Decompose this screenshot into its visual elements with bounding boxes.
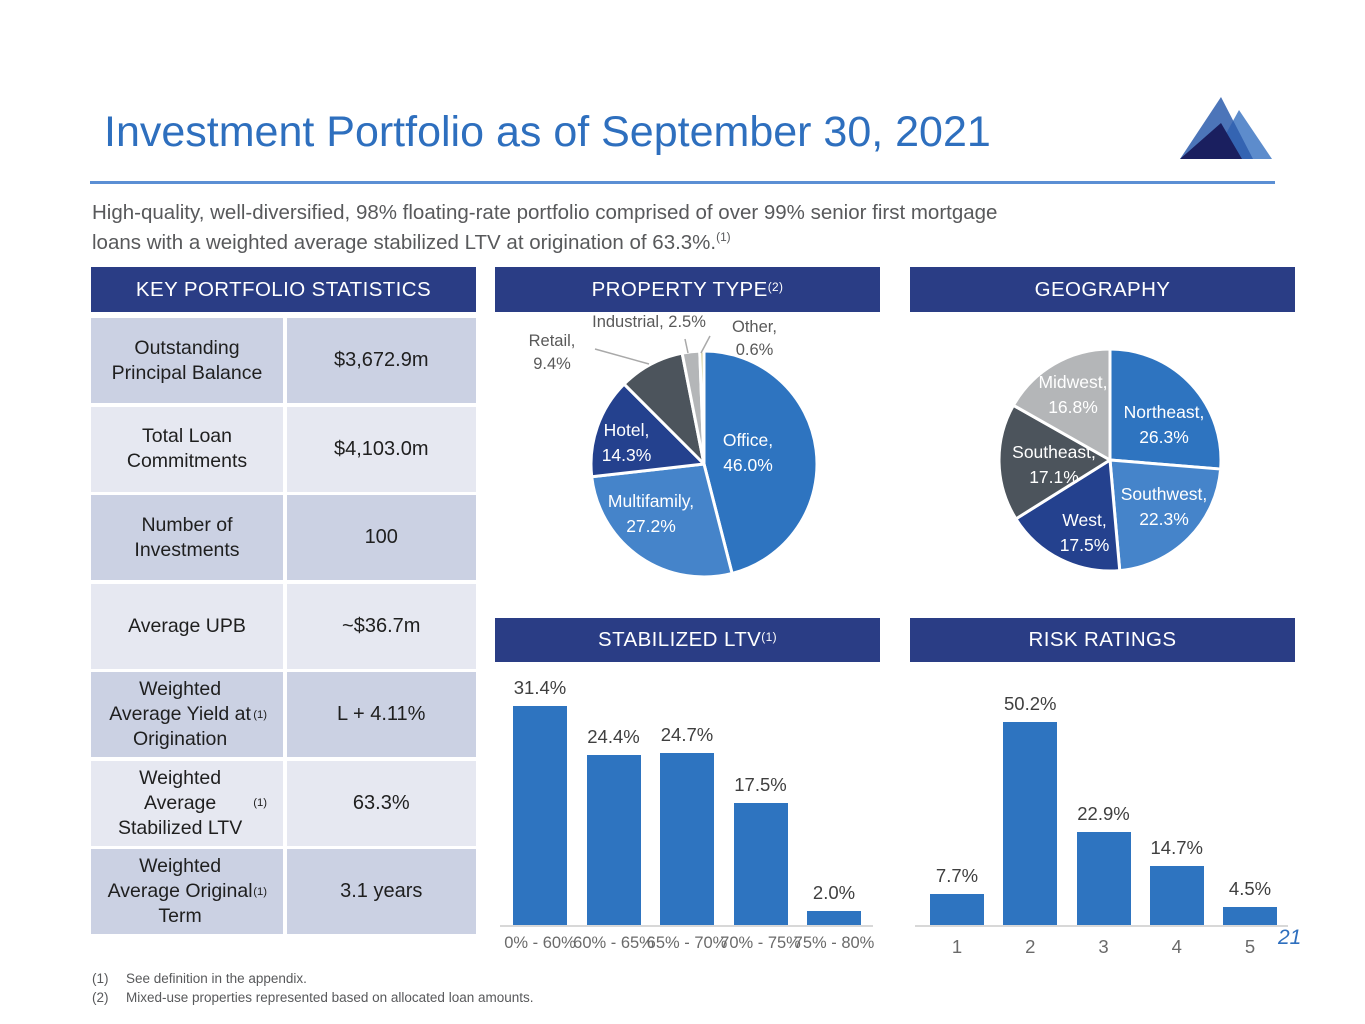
property-type-header: PROPERTY TYPE (2) (495, 267, 880, 312)
subtitle-line1: High-quality, well-diversified, 98% floa… (92, 201, 998, 224)
subtitle: High-quality, well-diversified, 98% floa… (92, 198, 1252, 258)
pie-label-other: Other, 0.6% (732, 318, 777, 359)
stat-value: ~$36.7m (286, 583, 476, 669)
stat-label: Average UPB (91, 583, 283, 669)
title-divider (90, 181, 1275, 184)
bar-category-label: 1 (951, 936, 963, 957)
risk-ratings-chart: 7.7% 1 50.2% 2 22.9% 3 14.7% 4 4.5% 5 (910, 662, 1295, 960)
bar-value-label: 17.5% (734, 774, 787, 795)
page-title: Investment Portfolio as of September 30,… (104, 108, 991, 156)
pie-slice-southwest (1108, 458, 1223, 573)
stat-value: $4,103.0m (286, 406, 476, 492)
footnote-ref: (1) (716, 230, 731, 245)
pie-label-southeast: Southeast, 17.1% (1012, 442, 1096, 487)
stat-label: Weighted Average Stabilized LTV (1) (91, 760, 283, 846)
stats-table: Outstanding Principal Balance $3,672.9m To… (91, 318, 476, 938)
bar (1149, 866, 1204, 925)
stat-label: Number of Investments (91, 495, 283, 580)
bar (586, 755, 641, 925)
page-number: 21 (1278, 926, 1302, 949)
bar (733, 803, 788, 925)
pie-label-southwest: Southwest, 22.3% (1120, 484, 1208, 529)
bar-category-label: 70% - 75% (720, 934, 801, 952)
stat-label: Weighted Average Yield at Origination (1) (91, 672, 283, 757)
stat-row: Average UPB ~$36.7m (91, 583, 476, 669)
bar (1076, 832, 1131, 925)
bar-value-label: 22.9% (1077, 803, 1130, 824)
stat-value: 3.1 years (286, 849, 476, 934)
bar-category-label: 65% - 70% (646, 934, 728, 952)
stats-table-header: KEY PORTFOLIO STATISTICS (91, 267, 476, 312)
bar-value-label: 14.7% (1150, 837, 1203, 858)
pie-label-office: Office, 46.0% (722, 430, 774, 475)
subtitle-line2: loans with a weighted average stabilized… (92, 230, 731, 254)
bar-value-label: 24.7% (660, 724, 714, 745)
bar-value-label: 4.5% (1228, 878, 1272, 899)
geography-pie (997, 347, 1223, 573)
bar-value-label: 50.2% (1004, 693, 1057, 714)
x-axis (915, 925, 1288, 927)
stat-value: 100 (286, 495, 476, 580)
bar-category-label: 2 (1025, 936, 1036, 957)
bar (807, 911, 861, 925)
stat-row: Total Loan Commitments $4,103.0m (91, 406, 476, 492)
pie-slice-southeast (997, 403, 1112, 521)
stat-row: Number of Investments 100 (91, 495, 476, 580)
pie-label-northeast: Northeast, 26.3% (1123, 402, 1205, 447)
bar-category-label: 60% - 65% (573, 934, 654, 952)
pie-slice-west (1014, 458, 1122, 573)
bar (1003, 722, 1058, 925)
pie-label-multifamily: Multifamily, 27.2% (607, 491, 695, 536)
pie-slice-hotel (589, 382, 706, 479)
pie-slice-multifamily (590, 462, 734, 579)
bar (660, 753, 714, 925)
property-type-pie (589, 335, 819, 579)
bar-value-label: 31.4% (513, 677, 567, 698)
bar-category-label: 0% - 60% (504, 934, 576, 952)
stat-label: Weighted Average Original Term (1) (91, 849, 283, 934)
pie-slice-northeast (1108, 347, 1223, 471)
bar-category-label: 5 (1244, 936, 1256, 957)
bar-value-label: 7.7% (935, 865, 979, 886)
footnotes: (1) See definition in the appendix. (2) … (92, 970, 534, 1007)
stat-row: Weighted Average Yield at Origination (1)… (91, 672, 476, 757)
bar-category-label: 4 (1171, 936, 1182, 957)
mountain-logo-icon (1180, 97, 1272, 159)
bar (930, 894, 984, 925)
stat-value: 63.3% (286, 760, 476, 846)
stat-row: Weighted Average Stabilized LTV (1) 63.3% (91, 760, 476, 846)
label-leader-line (594, 348, 650, 365)
pie-label-midwest: Midwest, 16.8% (1038, 372, 1108, 417)
stabilized-ltv-chart: 31.4% 0% - 60% 24.4% 60% - 65% 24.7% 65% - 70… (495, 662, 880, 960)
bar-value-label: 2.0% (812, 882, 856, 903)
pie-label-hotel: Hotel, 14.3% (601, 420, 652, 465)
stat-label: Total Loan Commitments (91, 406, 283, 492)
footnote-1: (1) See definition in the appendix. (92, 971, 307, 986)
stat-value: $3,672.9m (286, 318, 476, 403)
bar (1223, 907, 1277, 925)
pie-slice-office (702, 349, 819, 575)
risk-ratings-header: RISK RATINGS (910, 618, 1295, 662)
bar-value-label: 24.4% (587, 726, 640, 747)
pie-label-industrial: Industrial, 2.5% (592, 313, 706, 331)
footnote-2: (2) Mixed-use properties represented bas… (92, 989, 534, 1005)
label-leader-line (700, 335, 711, 354)
stat-row: Weighted Average Original Term (1) 3.1 yea… (91, 849, 476, 934)
bar (513, 706, 567, 925)
pie-label-retail: Retail, 9.4% (528, 332, 576, 373)
x-axis (500, 925, 873, 927)
pie-label-west: West, 17.5% (1059, 510, 1110, 555)
stat-label: Outstanding Principal Balance (91, 318, 283, 403)
stat-row: Outstanding Principal Balance $3,672.9m (91, 318, 476, 403)
pie-slice-midwest (1011, 347, 1112, 462)
bar-category-label: 3 (1098, 936, 1109, 957)
label-leader-line (684, 338, 689, 354)
stabilized-ltv-header: STABILIZED LTV (1) (495, 618, 880, 662)
geography-header: GEOGRAPHY (910, 267, 1295, 312)
stat-value: L + 4.11% (286, 672, 476, 757)
bar-category-label: 75% - 80% (793, 934, 875, 952)
